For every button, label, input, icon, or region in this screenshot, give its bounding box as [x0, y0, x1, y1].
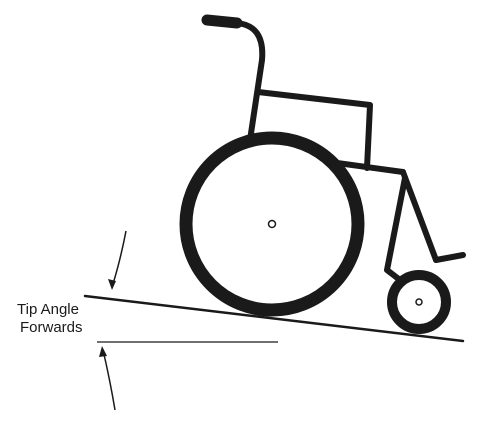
caster-fork — [384, 175, 408, 283]
footplate — [433, 252, 466, 263]
leg-rest — [400, 169, 439, 263]
rear-wheel-hub — [267, 219, 277, 229]
slope-line — [83, 294, 465, 343]
caster-wheel-hub — [415, 298, 423, 306]
angle-arrow-lower — [99, 346, 116, 411]
angle-arrow-upper — [108, 230, 127, 290]
tip-angle-label-line2: Forwards — [20, 319, 83, 336]
backrest — [255, 89, 373, 171]
back-frame — [233, 20, 266, 143]
seat-frame — [327, 159, 406, 175]
push-handle-grip — [201, 14, 243, 29]
tip-angle-label-line1: Tip Angle — [17, 301, 79, 318]
rear-wheel — [179, 131, 365, 317]
wheelchair-icon — [179, 14, 466, 334]
caster-wheel — [387, 270, 451, 334]
